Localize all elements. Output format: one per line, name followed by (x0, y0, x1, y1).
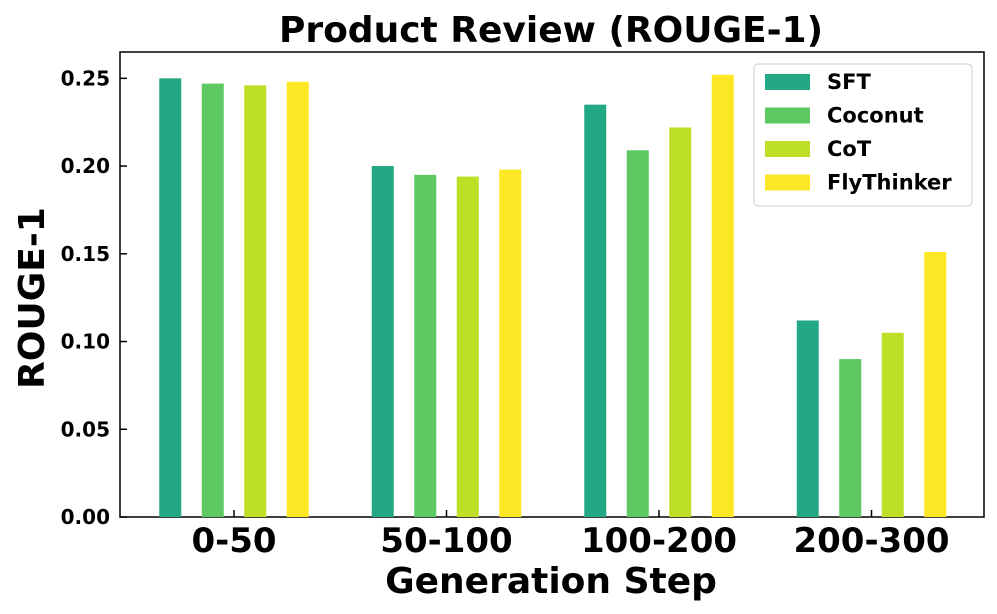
bar-sft-200-300 (796, 320, 819, 517)
legend-swatch-coconut (765, 107, 810, 124)
bar-coconut-200-300 (839, 359, 862, 517)
bar-sft-0-50 (159, 78, 182, 518)
y-tick-label: 0.25 (61, 66, 110, 90)
bar-cot-200-300 (881, 332, 904, 517)
y-tick-label: 0.20 (61, 154, 110, 178)
x-tick-label: 100-200 (581, 521, 737, 561)
y-tick-label: 0.15 (61, 242, 110, 266)
plot-frame (119, 51, 985, 518)
bar-cot-0-50 (244, 85, 267, 517)
legend-box (753, 63, 973, 207)
legend-label-flythinker: FlyThinker (827, 171, 952, 195)
x-axis-label: Generation Step (385, 561, 717, 602)
x-tick-label: 200-300 (793, 521, 949, 561)
x-tick-label: 0-50 (191, 521, 276, 561)
legend-label-cot: CoT (827, 137, 872, 161)
legend-swatch-flythinker (765, 174, 810, 191)
legend-swatch-cot (765, 141, 810, 157)
bar-sft-100-200 (584, 104, 607, 517)
bar-coconut-100-200 (626, 150, 649, 517)
legend-label-sft: SFT (827, 70, 871, 94)
bar-flythinker-100-200 (711, 74, 734, 518)
bar-flythinker-200-300 (924, 252, 947, 518)
y-axis-label: ROUGE-1 (12, 207, 53, 389)
legend: SFT Coconut CoT FlyThinker (753, 63, 973, 207)
bar-flythinker-50-100 (499, 169, 522, 517)
x-tick-label: 50-100 (380, 521, 512, 561)
legend-label-coconut: Coconut (827, 104, 924, 128)
bar-flythinker-0-50 (286, 81, 309, 517)
bar-cot-50-100 (456, 176, 479, 517)
legend-swatch-sft (765, 74, 810, 90)
y-tick-label: 0.00 (61, 505, 110, 529)
bar-coconut-50-100 (414, 174, 437, 517)
bar-cot-100-200 (669, 127, 692, 518)
bar-sft-50-100 (371, 166, 394, 517)
y-tick-label: 0.05 (61, 417, 110, 441)
chart-title: Product Review (ROUGE-1) (279, 10, 823, 51)
plot-area: 0.00 0.05 0.10 0.15 0.20 0.25 0-50 50-100 100-20… (61, 51, 985, 561)
y-tick-label: 0.10 (61, 330, 110, 354)
bar-coconut-0-50 (201, 83, 224, 518)
